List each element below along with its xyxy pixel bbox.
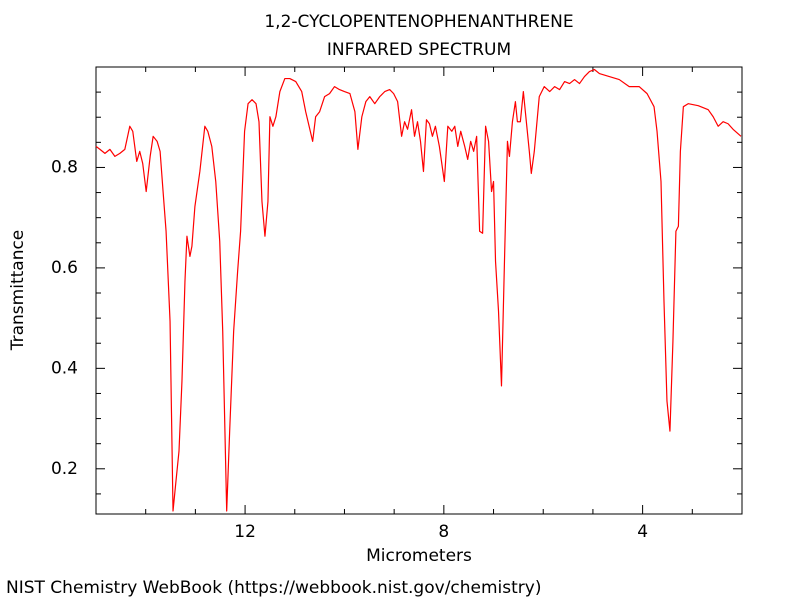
x-tick-label: 4 [637,522,648,542]
y-tick-label: 0.2 [51,459,78,479]
y-tick-label: 0.4 [51,358,78,378]
chart-subtitle: INFRARED SPECTRUM [327,40,511,60]
chart-title: 1,2-CYCLOPENTENOPHENANTHRENE [264,12,573,32]
plot-frame [95,66,743,515]
y-tick-label: 0.6 [51,258,78,278]
x-tick-label: 8 [438,522,449,542]
y-axis-label: Transmittance [8,230,28,352]
source-note: NIST Chemistry WebBook (https://webbook.… [6,578,541,598]
x-axis-label: Micrometers [366,546,472,566]
x-tick-label: 12 [234,522,256,542]
spectrum-line [95,68,742,512]
y-tick-label: 0.8 [51,157,78,177]
